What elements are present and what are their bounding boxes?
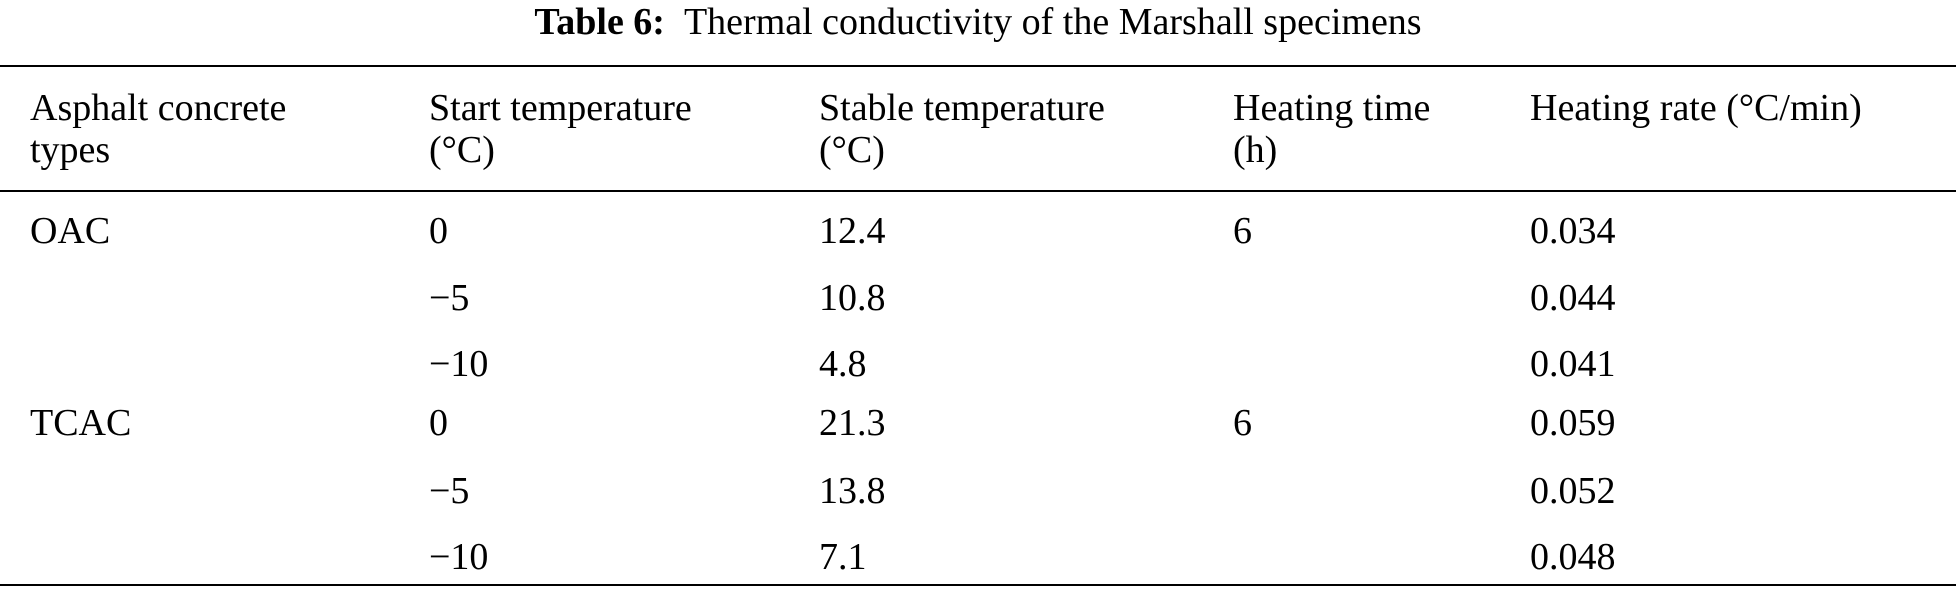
table-cell-heating-rate: 0.052 [1530,470,1616,512]
table-cell-heating-time: 6 [1233,402,1252,444]
table-cell-type: TCAC [30,402,132,444]
table-cell-start-temperature: −10 [429,343,489,385]
table-cell-heating-time: 6 [1233,210,1252,252]
table-caption-label: Table 6: [534,1,665,43]
table-cell-start-temperature: −10 [429,536,489,578]
table-cell-stable-temperature: 4.8 [819,343,867,385]
header-line: (h) [1233,129,1278,171]
table-cell-heating-rate: 0.044 [1530,277,1616,319]
table-cell-type: OAC [30,210,111,252]
header-line: (°C) [819,129,885,171]
header-line: Start temperature [429,87,692,129]
table-cell-stable-temperature: 12.4 [819,210,886,252]
table-cell-heating-rate: 0.059 [1530,402,1616,444]
header-line: types [30,129,111,171]
table-caption-text: Thermal conductivity of the Marshall spe… [683,1,1422,43]
table-cell-start-temperature: 0 [429,210,448,252]
table-bottom-rule [0,584,1956,586]
header-line: Heating time [1233,87,1431,129]
table-cell-stable-temperature: 7.1 [819,536,867,578]
header-start-temperature: Start temperature (°C) [429,87,692,171]
header-line: Asphalt concrete [30,87,287,129]
table-header-rule [0,190,1956,192]
header-heating-rate: Heating rate (°C/min) [1530,87,1862,129]
table-cell-start-temperature: −5 [429,470,470,512]
header-line: Heating rate (°C/min) [1530,87,1862,129]
header-line: (°C) [429,129,495,171]
table-cell-stable-temperature: 21.3 [819,402,886,444]
header-stable-temperature: Stable temperature (°C) [819,87,1105,171]
table-cell-heating-rate: 0.034 [1530,210,1616,252]
header-asphalt-concrete-types: Asphalt concrete types [30,87,286,171]
header-heating-time: Heating time (h) [1233,87,1430,171]
table-cell-stable-temperature: 13.8 [819,470,886,512]
header-line: Stable temperature [819,87,1105,129]
table-cell-stable-temperature: 10.8 [819,277,886,319]
table-cell-heating-rate: 0.041 [1530,343,1616,385]
table-top-rule [0,65,1956,67]
table-cell-start-temperature: 0 [429,402,448,444]
table-cell-start-temperature: −5 [429,277,470,319]
table-cell-heating-rate: 0.048 [1530,536,1616,578]
table-caption: Table 6: Thermal conductivity of the Mar… [0,0,1956,44]
